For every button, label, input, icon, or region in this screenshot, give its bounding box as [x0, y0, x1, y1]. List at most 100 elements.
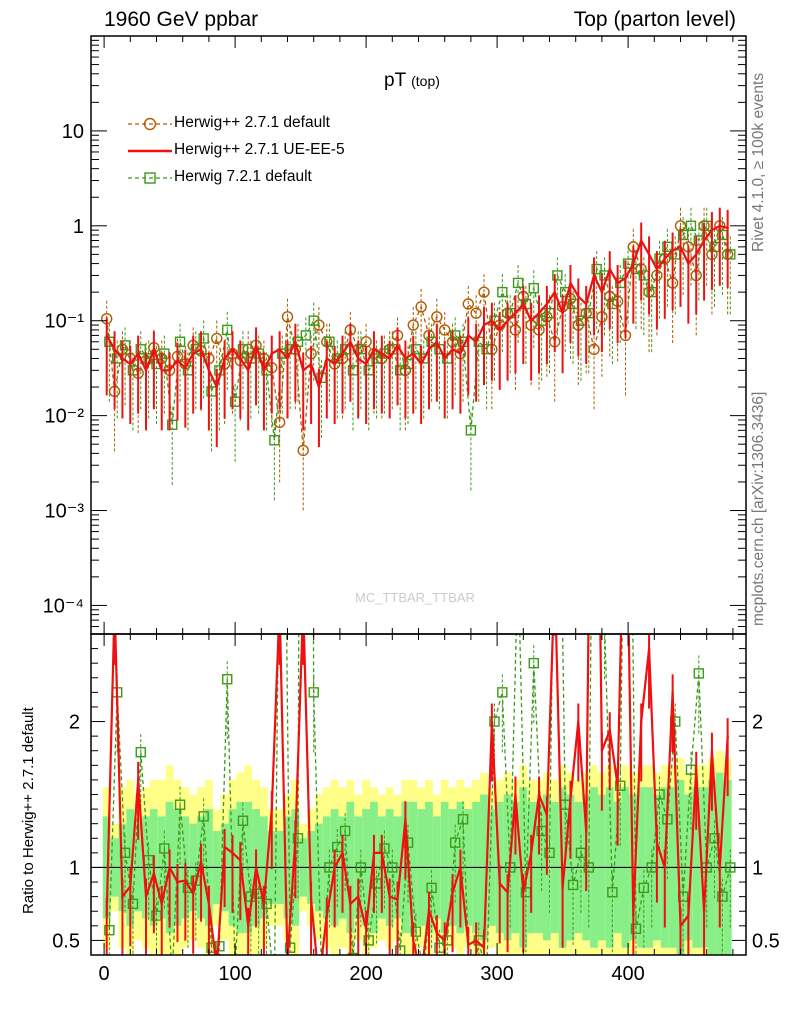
ratio-herwig-ueee5-point	[647, 647, 651, 650]
header-left: 1960 GeV ppbar	[104, 8, 259, 31]
ratio-herwig7-default-point	[198, 811, 209, 822]
ratio-herwig-ueee5-point	[121, 895, 124, 898]
ratio-herwig-ueee5-point	[404, 818, 407, 821]
series-herwig-default-point	[588, 343, 600, 355]
ratio-herwig7-default-point	[489, 716, 500, 727]
ratio-herwig-ueee5-point	[561, 886, 564, 890]
ratio-herwig7-default-point	[387, 862, 398, 873]
series-herwig-ueee5-point	[608, 267, 611, 271]
series-herwig-ueee5-point	[451, 348, 454, 351]
series-herwig-default-line	[106, 223, 729, 451]
series-herwig-ueee5-point	[474, 340, 478, 343]
ratio-herwig-ueee5-point	[152, 872, 156, 875]
ratio-herwig7-default-point	[638, 882, 650, 894]
ratio-herwig7-default-point	[615, 780, 626, 791]
legend-marker-circle	[143, 117, 157, 131]
ratio-herwig-ueee5-point	[318, 980, 320, 982]
series-herwig-ueee5-point	[632, 262, 635, 265]
series-herwig-ueee5-point	[262, 369, 266, 372]
chart-title-sub: (top)	[411, 73, 440, 89]
series-herwig7-default-point	[677, 229, 689, 241]
ratio-herwig7-default-point	[284, 942, 296, 953]
ratio-herwig7-default-point	[135, 746, 146, 758]
ratio-herwig-ueee5-point	[144, 895, 148, 898]
ratio-herwig-ueee5-point	[176, 880, 179, 884]
ratio-herwig7-default-line	[108, 634, 731, 955]
series-herwig7-default-point	[198, 333, 209, 344]
series-herwig-default-point	[297, 444, 309, 457]
series-herwig-ueee5-point	[482, 323, 486, 327]
ratio-herwig-ueee5-point	[640, 720, 643, 723]
y-tick-label: 10⁻²	[45, 406, 85, 428]
legend-label-herwig-default: Herwig++ 2.7.1 default	[174, 114, 330, 131]
ratio-herwig-ueee5-point	[262, 902, 266, 906]
ratio-herwig7-default-point	[410, 926, 422, 937]
series-herwig7-default-point	[300, 330, 312, 341]
series-herwig-ueee5-point	[317, 385, 321, 389]
ratio-y-tick-label-left: 1	[69, 857, 80, 879]
ratio-herwig-ueee5-point	[577, 720, 580, 723]
series-herwig-ueee5-point	[309, 362, 313, 366]
ratio-herwig7-default-point	[159, 843, 170, 854]
series-herwig-ueee5-point	[687, 262, 690, 265]
ratio-herwig-ueee5-point	[498, 882, 501, 885]
ratio-herwig7-default-point	[206, 942, 217, 953]
ratio-herwig-ueee5-point	[695, 768, 698, 771]
series-herwig-ueee5-point	[695, 253, 698, 256]
series-herwig-ueee5-point	[561, 312, 564, 315]
series-herwig-ueee5-point	[569, 281, 572, 285]
ratio-herwig-ueee5-point	[278, 604, 280, 606]
series-herwig-ueee5-point	[121, 357, 124, 360]
series-herwig-ueee5-point	[545, 302, 549, 306]
ratio-herwig7-default-point	[449, 837, 461, 848]
ratio-herwig-ueee5-point	[113, 604, 115, 606]
ratio-herwig7-default-point	[104, 924, 115, 936]
ratio-herwig7-default-point	[514, 557, 523, 566]
ratio-herwig-ueee5-point	[474, 939, 478, 942]
ratio-herwig-ueee5-point	[514, 793, 517, 796]
ratio-herwig-ueee5-point	[679, 924, 682, 928]
ratio-herwig-ueee5-point	[443, 939, 446, 942]
series-herwig-ueee5-point	[176, 359, 179, 362]
series-herwig-ueee5-point	[427, 348, 431, 351]
ratio-herwig7-default-point	[567, 879, 579, 891]
ratio-herwig-ueee5-point	[302, 604, 304, 606]
ratio-herwig7-default-point	[168, 969, 177, 978]
ratio-panel-series	[91, 137, 746, 993]
series-herwig-ueee5-point	[341, 352, 344, 355]
ratio-herwig-ueee5-point	[270, 807, 273, 811]
series-herwig7-default-point	[552, 270, 563, 281]
series-herwig-ueee5-point	[655, 267, 659, 271]
ratio-herwig-ueee5-point	[325, 914, 328, 917]
ratio-herwig-ueee5-point	[624, 429, 626, 431]
ratio-herwig7-default-point	[174, 799, 186, 810]
ratio-herwig-ueee5-point	[451, 891, 454, 894]
series-herwig-ueee5-point	[239, 357, 242, 360]
ratio-herwig-ueee5-point	[364, 927, 368, 930]
series-herwig-ueee5-point	[577, 295, 580, 298]
x-tick-label: 400	[611, 963, 644, 985]
ratio-herwig7-default-point	[497, 687, 508, 698]
series-herwig7-default-point	[269, 435, 280, 446]
y-tick-label: 10⁻³	[45, 501, 85, 523]
x-tick-label: 100	[218, 963, 251, 985]
y-tick-label: 1	[73, 216, 84, 238]
ratio-herwig7-default-point	[394, 945, 406, 955]
series-herwig-ueee5-point	[388, 357, 391, 360]
series-herwig7-default-point	[135, 344, 146, 355]
ratio-herwig-ueee5-point	[593, 137, 595, 139]
y-tick-label: 10	[62, 121, 84, 143]
series-herwig-ueee5-point	[278, 348, 281, 351]
ratio-herwig7-default-point	[457, 814, 469, 825]
ratio-herwig-ueee5-point	[482, 946, 486, 949]
series-herwig-ueee5-point	[553, 290, 556, 294]
series-herwig-default-point	[415, 301, 427, 313]
ratio-herwig-ueee5-point	[490, 720, 494, 723]
ratio-herwig-ueee5-point	[420, 976, 422, 978]
ratio-herwig-ueee5-point	[294, 837, 297, 840]
series-herwig-ueee5-point	[105, 334, 108, 337]
legend-label-herwig-ueee5: Herwig++ 2.7.1 UE-EE-5	[174, 141, 345, 158]
series-herwig-ueee5-point	[333, 362, 336, 366]
ratio-herwig7-default-point	[270, 984, 279, 993]
